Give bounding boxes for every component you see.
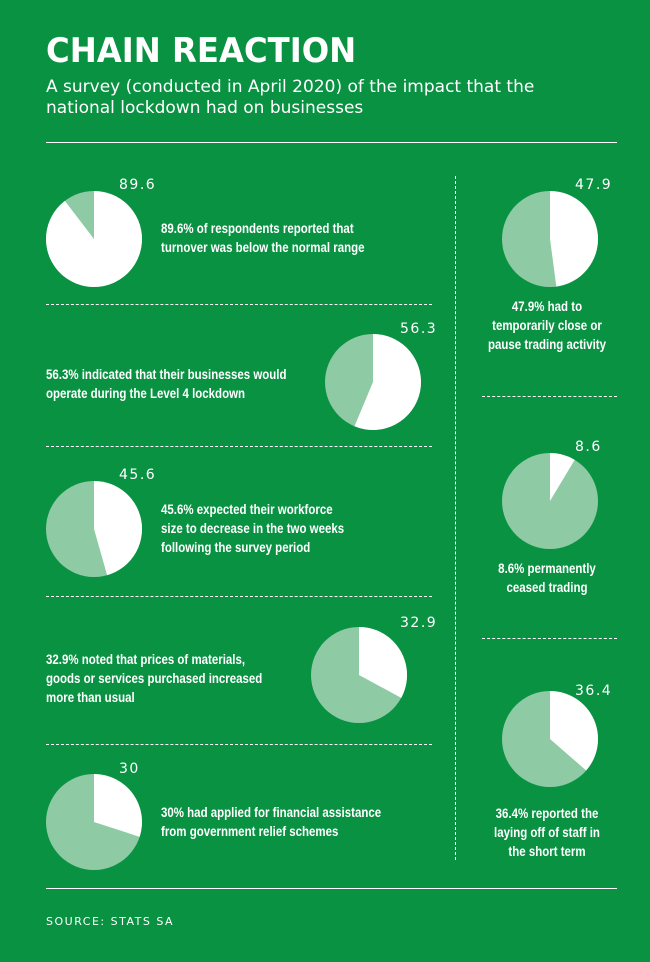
pie-value-slice [94,481,143,576]
pie-value-slice [46,191,143,287]
pie-chart-layoffs [502,691,598,787]
row-divider [46,596,432,597]
row-divider [46,744,432,745]
top-rule [46,142,617,143]
row-divider [46,304,432,305]
row-divider [482,396,617,397]
pie-chart-prices [311,627,408,723]
bottom-rule [46,888,617,889]
pie-value-label: 45.6 [119,467,157,483]
pie-chart-workforce [46,481,143,577]
pie-caption: 32.9% noted that prices of materials, go… [46,651,263,705]
pie-caption: 30% had applied for financial assistance… [161,804,382,839]
pie-value-label: 30 [119,761,140,777]
page-title: CHAIN REACTION [46,31,357,71]
pie-value-label: 32.9 [400,615,438,631]
pie-value-label: 47.9 [575,177,613,193]
pie-caption: 36.4% reported the laying off of staff i… [494,805,600,859]
row-divider [46,446,432,447]
page-subtitle: A survey (conducted in April 2020) of th… [46,77,535,118]
source-note: SOURCE: STATS SA [46,915,175,928]
pie-caption: 45.6% expected their workforce size to d… [161,501,345,555]
pie-caption: 47.9% had to temporarily close or pause … [487,298,607,352]
pie-caption: 8.6% permanently ceased trading [498,560,596,595]
pie-value-slice [359,627,408,698]
pie-caption: 56.3% indicated that their businesses wo… [46,366,287,401]
pie-value-slice [550,191,598,287]
row-divider [482,638,617,639]
pie-chart-ceased-trading [502,453,598,549]
pie-value-label: 36.4 [575,683,613,699]
pie-value-slice [550,691,598,771]
pie-chart-temporarily-closed [502,191,598,287]
pie-chart-turnover [46,191,143,287]
pie-value-slice [354,334,421,430]
pie-value-slice [550,453,575,501]
column-divider [455,176,456,860]
pie-value-label: 56.3 [400,321,438,337]
pie-chart-operate [325,334,421,430]
pie-chart-relief [46,774,142,870]
pie-caption: 89.6% of respondents reported that turno… [161,220,365,255]
pie-value-slice [94,774,142,837]
pie-value-label: 89.6 [119,177,157,193]
pie-value-label: 8.6 [575,439,602,455]
